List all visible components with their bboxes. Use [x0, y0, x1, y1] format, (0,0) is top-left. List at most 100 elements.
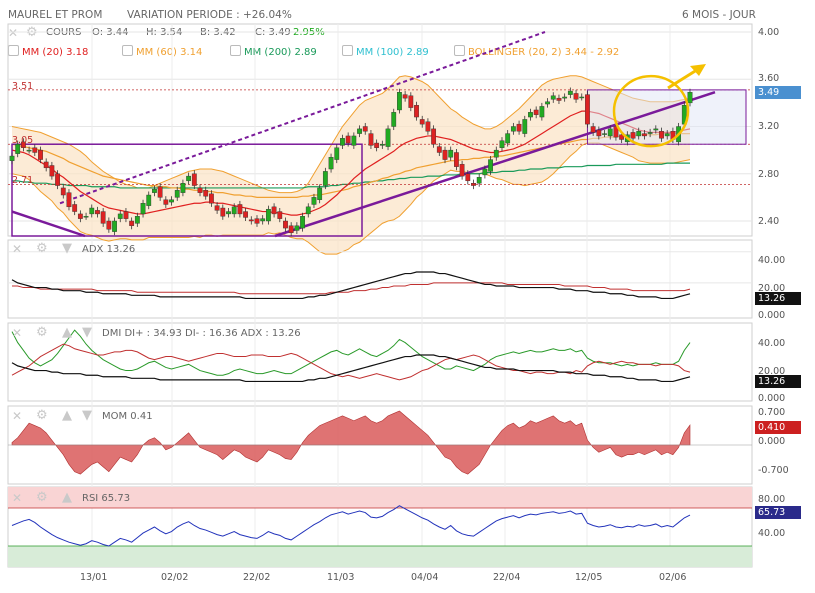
candle-body — [596, 129, 602, 137]
range-rectangle-left — [11, 143, 363, 237]
candle-body — [402, 94, 408, 99]
candle-body — [123, 211, 129, 219]
arrow-up-icon[interactable]: ▲ — [62, 490, 72, 505]
candle-body — [152, 188, 157, 193]
candle-body — [146, 194, 152, 206]
candle-body — [288, 225, 294, 234]
candle-body — [602, 133, 607, 135]
dmi-axis-tick: 40.00 — [758, 338, 786, 349]
mm200-line — [12, 162, 690, 189]
candle-body — [72, 204, 78, 212]
legend-mm100-label: MM (100) 2.89 — [356, 47, 429, 58]
candle-body — [129, 220, 135, 226]
candle-body — [334, 147, 340, 160]
candle-body — [505, 133, 511, 144]
price-axis-tick: 2.40 — [758, 216, 780, 227]
uptrend-line — [274, 91, 716, 238]
candle-body — [664, 133, 670, 137]
mm60-line — [11, 132, 690, 198]
adxr-line — [12, 282, 691, 295]
candle-body — [562, 96, 568, 99]
di-minus-line — [11, 343, 691, 381]
candle-body — [454, 152, 459, 167]
legend-bollinger[interactable]: BOLLINGER (20, 2) 3.44 - 2.92 — [454, 45, 619, 58]
candle-body — [214, 205, 220, 211]
candle-body — [174, 190, 180, 198]
bollinger-lower-line — [11, 142, 691, 255]
candle-body — [391, 112, 397, 127]
toggle-icon[interactable] — [122, 45, 133, 56]
level-label-351: 3.51 — [12, 81, 34, 92]
candle-body — [368, 133, 374, 146]
adx-line — [11, 271, 691, 300]
candle-body — [482, 168, 488, 176]
close-icon[interactable]: ✕ — [12, 326, 23, 340]
candle-body — [647, 132, 653, 134]
candle-body — [448, 149, 454, 158]
candle-body — [77, 213, 83, 219]
date-axis-tick: 02/06 — [659, 572, 687, 583]
close-icon[interactable]: ✕ — [12, 491, 23, 505]
candle-body — [157, 186, 163, 198]
candle-body — [243, 211, 248, 218]
legend-mm60[interactable]: MM (60) 3.14 — [122, 45, 202, 58]
period-selector[interactable]: 6 MOIS - JOUR — [682, 9, 756, 21]
gear-icon[interactable]: ⚙ — [36, 490, 48, 505]
candle-body — [459, 164, 465, 177]
arrow-up-icon[interactable]: ▲ — [62, 408, 72, 423]
candle-body — [163, 199, 169, 205]
date-axis-tick: 22/04 — [493, 572, 521, 583]
candle-body — [636, 131, 642, 137]
gear-icon[interactable]: ⚙ — [36, 408, 48, 423]
arrow-down-icon[interactable]: ▼ — [62, 241, 72, 256]
arrow-down-icon[interactable]: ▼ — [82, 325, 92, 340]
toggle-icon[interactable] — [342, 45, 353, 56]
toggle-icon[interactable] — [454, 45, 465, 56]
candle-body — [38, 149, 43, 160]
toggle-icon[interactable] — [230, 45, 241, 56]
candle-body — [322, 171, 328, 186]
close-icon[interactable]: ✕ — [8, 26, 19, 40]
candle-body — [539, 106, 545, 118]
dmi-value-tag: 13.26 — [755, 375, 801, 388]
candle-body — [499, 140, 505, 148]
gear-icon[interactable]: ⚙ — [36, 325, 48, 340]
mom-panel-title: MOM 0.41 — [102, 411, 153, 422]
candle-body — [493, 149, 499, 158]
candle-body — [283, 220, 288, 229]
candle-body — [248, 219, 254, 222]
arrow-down-icon[interactable]: ▼ — [82, 408, 92, 423]
rsi-panel-title: RSI 65.73 — [82, 493, 131, 504]
candle-body — [379, 144, 385, 146]
candle-body — [510, 126, 516, 132]
candle-body — [305, 206, 311, 215]
candle-body — [397, 92, 402, 111]
candle-body — [465, 173, 471, 182]
legend-mm200[interactable]: MM (200) 2.89 — [230, 45, 317, 58]
date-axis-tick: 13/01 — [80, 572, 108, 583]
rsi-oversold-zone — [8, 546, 752, 567]
candle-body — [328, 157, 334, 170]
rsi-value-tag: 65.73 — [755, 506, 801, 519]
candle-body — [300, 216, 305, 229]
arrow-up-icon[interactable]: ▲ — [62, 325, 72, 340]
date-axis-tick: 11/03 — [327, 572, 355, 583]
candle-body — [579, 96, 585, 99]
candle-body — [203, 190, 209, 197]
candle-body — [60, 187, 66, 196]
close-icon[interactable]: ✕ — [12, 409, 23, 423]
candle-body — [49, 165, 55, 177]
rsi-axis-tick: 40.00 — [758, 528, 786, 539]
legend-mm100[interactable]: MM (100) 2.89 — [342, 45, 429, 58]
candle-body — [134, 216, 140, 224]
candle-body — [20, 141, 26, 148]
candle-body — [642, 133, 647, 137]
breakout-arrow-head — [690, 64, 706, 76]
price-axis-tick: 2.80 — [758, 169, 780, 180]
gear-icon[interactable]: ⚙ — [36, 241, 48, 256]
candle-body — [573, 93, 579, 100]
legend-bollinger-label: BOLLINGER (20, 2) 3.44 - 2.92 — [468, 47, 620, 58]
candle-body — [66, 192, 72, 208]
close-icon[interactable]: ✕ — [12, 242, 23, 256]
